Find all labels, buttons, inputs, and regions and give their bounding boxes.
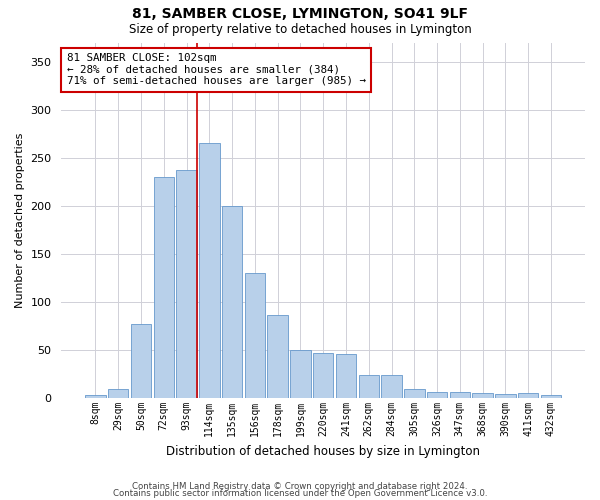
Bar <box>449 392 470 398</box>
Bar <box>268 314 288 398</box>
Text: 81 SAMBER CLOSE: 102sqm
← 28% of detached houses are smaller (384)
71% of semi-d: 81 SAMBER CLOSE: 102sqm ← 28% of detache… <box>67 53 365 86</box>
Bar <box>472 394 493 398</box>
Text: Size of property relative to detached houses in Lymington: Size of property relative to detached ho… <box>128 22 472 36</box>
Bar <box>131 324 151 398</box>
Bar <box>154 177 174 398</box>
Text: Contains public sector information licensed under the Open Government Licence v3: Contains public sector information licen… <box>113 490 487 498</box>
Bar <box>518 394 538 398</box>
Bar <box>427 392 448 398</box>
Text: Contains HM Land Registry data © Crown copyright and database right 2024.: Contains HM Land Registry data © Crown c… <box>132 482 468 491</box>
Bar <box>245 273 265 398</box>
Bar <box>541 396 561 398</box>
Bar <box>336 354 356 398</box>
Bar <box>495 394 515 398</box>
Bar <box>359 375 379 398</box>
Y-axis label: Number of detached properties: Number of detached properties <box>15 132 25 308</box>
Bar <box>176 170 197 398</box>
X-axis label: Distribution of detached houses by size in Lymington: Distribution of detached houses by size … <box>166 444 480 458</box>
Bar <box>199 144 220 398</box>
Bar <box>381 375 402 398</box>
Bar <box>313 353 334 398</box>
Bar <box>404 388 425 398</box>
Text: 81, SAMBER CLOSE, LYMINGTON, SO41 9LF: 81, SAMBER CLOSE, LYMINGTON, SO41 9LF <box>132 8 468 22</box>
Bar <box>85 396 106 398</box>
Bar <box>290 350 311 398</box>
Bar <box>108 388 128 398</box>
Bar <box>222 206 242 398</box>
